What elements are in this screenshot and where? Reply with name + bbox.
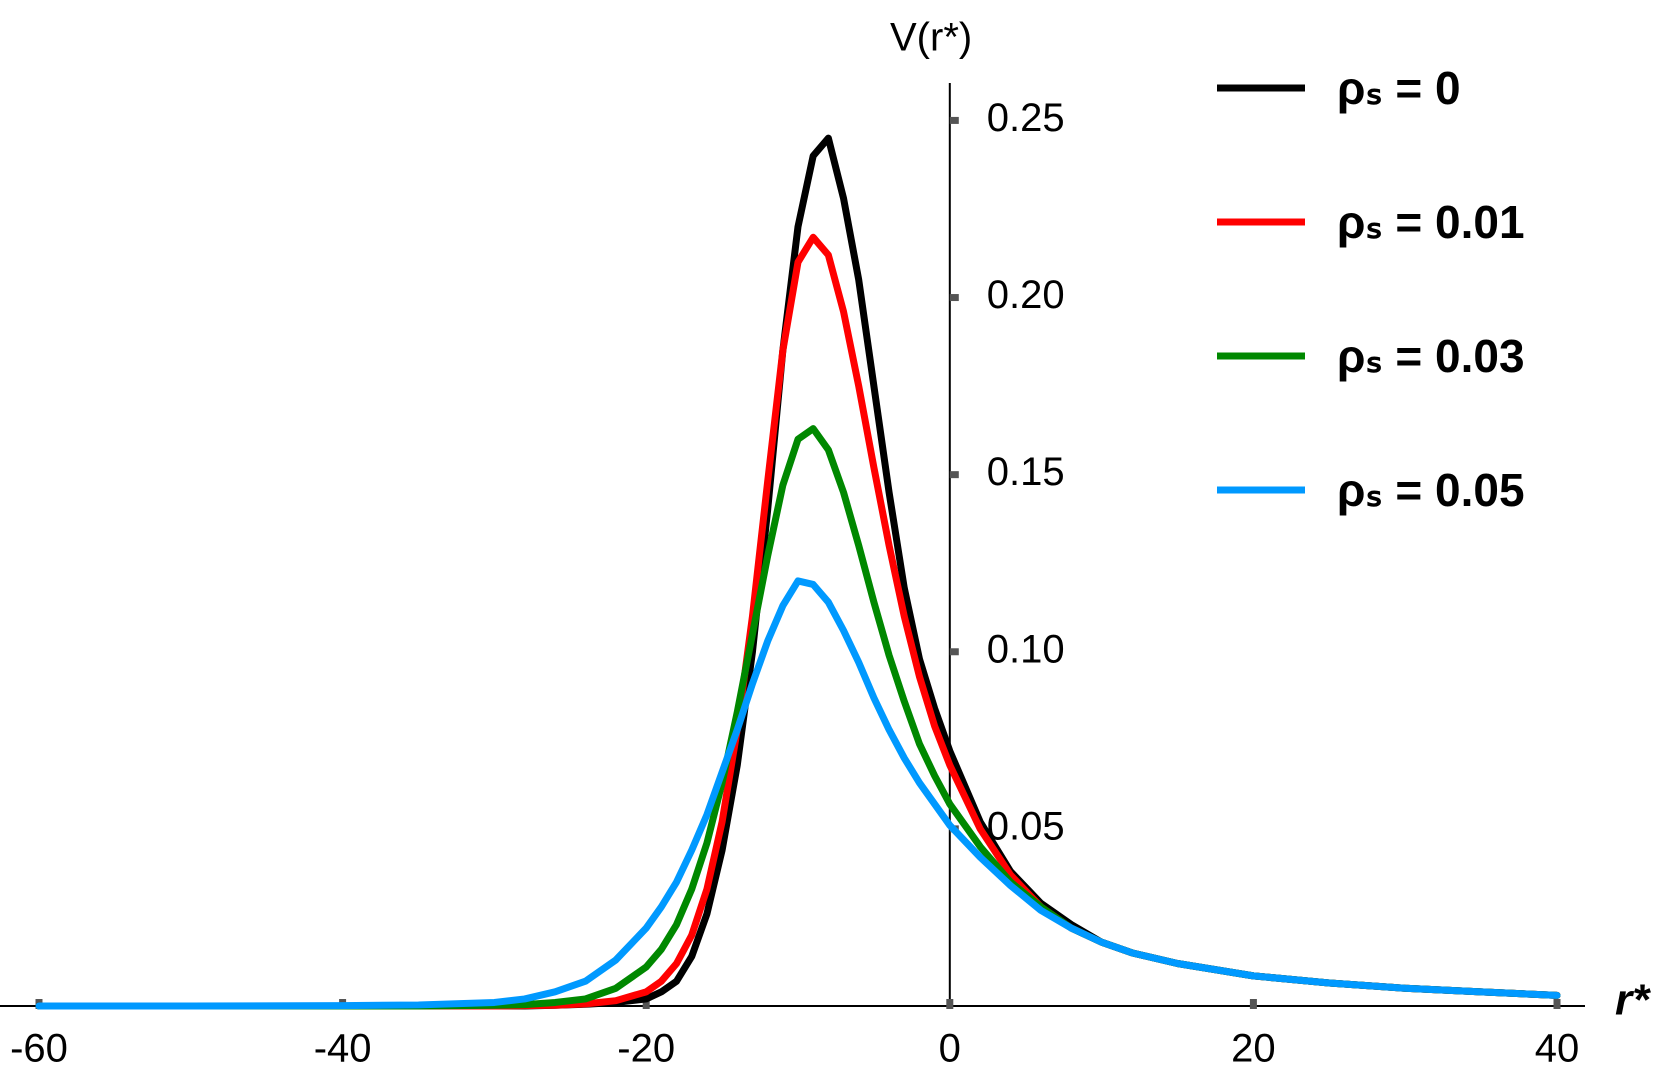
series-line: [35, 577, 1561, 1010]
x-tick-label: -20: [617, 1027, 675, 1071]
x-tick-label: -40: [314, 1027, 372, 1071]
series-line: [35, 425, 1561, 1010]
y-axis-label: V(r*): [890, 16, 972, 60]
legend-label: ρₛ = 0: [1337, 62, 1461, 114]
y-tick-label: 0.10: [987, 627, 1065, 671]
x-tick-label: 20: [1231, 1027, 1276, 1071]
legend-label: ρₛ = 0.01: [1337, 196, 1525, 248]
legend-label: ρₛ = 0.05: [1337, 464, 1525, 516]
y-tick-label: 0.25: [987, 96, 1065, 140]
legend-label: ρₛ = 0.03: [1337, 330, 1525, 382]
x-tick-label: 40: [1535, 1027, 1580, 1071]
y-tick-label: 0.20: [987, 273, 1065, 317]
series-line: [35, 233, 1561, 1010]
y-tick-label: 0.15: [987, 450, 1065, 494]
x-tick-label: -60: [10, 1027, 68, 1071]
x-tick-label: 0: [939, 1027, 961, 1071]
y-tick-label: 0.05: [987, 804, 1065, 848]
x-axis-label: r*: [1615, 976, 1651, 1025]
